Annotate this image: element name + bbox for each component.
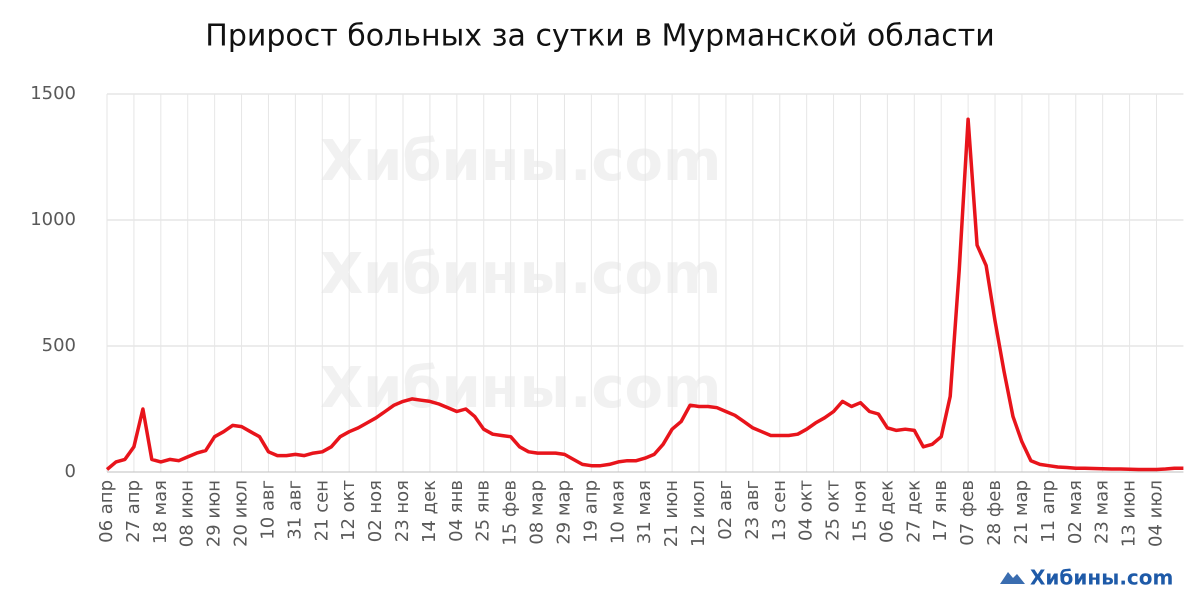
y-tick-label: 1000 bbox=[30, 209, 76, 230]
x-tick-label: 13 июн bbox=[1119, 480, 1140, 547]
watermark: Хибины.com bbox=[320, 242, 721, 307]
x-tick-label: 27 дек bbox=[903, 480, 924, 543]
x-tick-label: 25 окт bbox=[823, 480, 844, 541]
x-tick-label: 12 окт bbox=[338, 480, 359, 541]
x-tick-label: 29 июн bbox=[204, 480, 225, 547]
x-tick-label: 08 мар bbox=[527, 480, 548, 545]
x-tick-label: 06 дек bbox=[876, 480, 897, 543]
x-tick-label: 04 окт bbox=[796, 480, 817, 541]
data-line bbox=[105, 117, 1184, 472]
x-tick-label: 14 дек bbox=[419, 480, 440, 543]
x-tick-label: 02 мая bbox=[1065, 480, 1086, 544]
x-tick-label: 02 авг bbox=[715, 480, 736, 540]
x-tick-label: 08 июн bbox=[177, 480, 198, 547]
x-tick-label: 11 апр bbox=[1038, 480, 1059, 543]
y-tick-label: 0 bbox=[65, 461, 76, 482]
x-tick-label: 12 июл bbox=[688, 480, 709, 547]
x-tick-label: 27 апр bbox=[123, 480, 144, 543]
x-tick-label: 15 ноя bbox=[849, 480, 870, 542]
x-tick-label: 31 мая bbox=[634, 480, 655, 544]
watermark: Хибины.com bbox=[320, 356, 721, 421]
x-tick-label: 23 мая bbox=[1092, 480, 1113, 544]
x-tick-label: 21 сен bbox=[311, 480, 332, 541]
y-tick-label: 1500 bbox=[30, 83, 76, 104]
x-tick-label: 29 мар bbox=[553, 480, 574, 545]
x-tick-label: 04 янв bbox=[446, 480, 467, 542]
x-tick-label: 04 июл bbox=[1145, 480, 1166, 547]
x-tick-label: 18 мая bbox=[150, 480, 171, 544]
logo-icon bbox=[1000, 572, 1025, 584]
x-tick-label: 06 апр bbox=[96, 480, 117, 543]
x-tick-label: 07 фев bbox=[957, 480, 978, 546]
x-tick-label: 23 авг bbox=[742, 480, 763, 540]
x-tick-label: 31 авг bbox=[284, 480, 305, 540]
x-tick-label: 25 янв bbox=[473, 480, 494, 542]
x-tick-label: 02 ноя bbox=[365, 480, 386, 542]
chart-title: Прирост больных за сутки в Мурманской об… bbox=[205, 19, 994, 54]
watermarks: Хибины.com Хибины.com Хибины.com bbox=[320, 129, 721, 421]
x-tick-label: 21 июн bbox=[661, 480, 682, 547]
x-tick-label: 10 авг bbox=[257, 480, 278, 540]
x-tick-label: 19 апр bbox=[580, 480, 601, 543]
x-tick-label: 28 фев bbox=[984, 480, 1005, 546]
watermark: Хибины.com bbox=[320, 129, 721, 194]
x-tick-label: 13 сен bbox=[769, 480, 790, 541]
y-tick-label: 500 bbox=[42, 335, 76, 356]
x-tick-label: 10 мая bbox=[607, 480, 628, 544]
logo-text: Хибины.com bbox=[1030, 566, 1173, 590]
x-tick-label: 20 июл bbox=[231, 480, 252, 547]
x-tick-label: 23 ноя bbox=[392, 480, 413, 542]
plot: 0 500 1000 1500 06 апр 27 апр 18 мая 08 июн 29 и… bbox=[30, 83, 1184, 547]
x-tick-label: 15 фев bbox=[500, 480, 521, 546]
x-tick-label: 17 янв bbox=[930, 480, 951, 542]
x-tick-label: 21 мар bbox=[1011, 480, 1032, 545]
